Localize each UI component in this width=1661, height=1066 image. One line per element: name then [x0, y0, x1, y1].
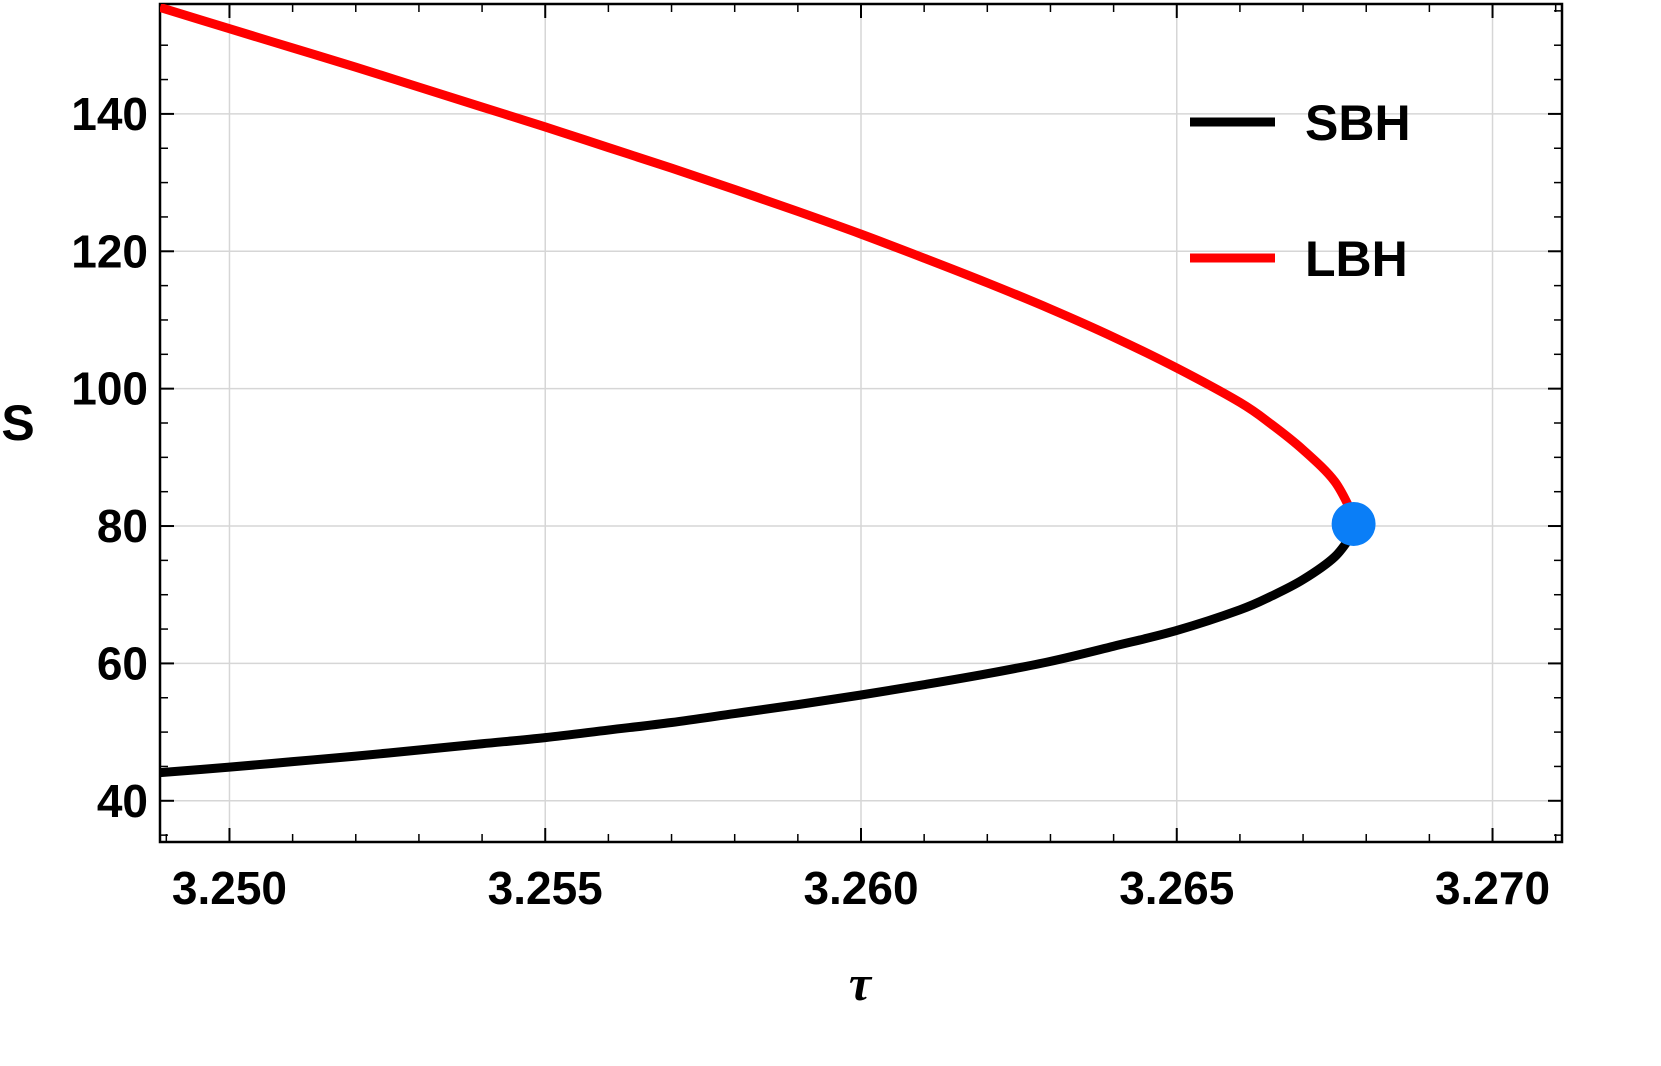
- series-line-sbh: [160, 529, 1358, 778]
- y-tick-label: 60: [97, 637, 148, 689]
- y-tick-label: 140: [71, 88, 148, 140]
- x-axis-tick-labels: 3.250 3.255 3.260 3.265 3.270: [172, 862, 1550, 914]
- x-tick-label: 3.260: [803, 862, 918, 914]
- critical-point-marker: [1331, 501, 1376, 546]
- x-tick-label: 3.250: [172, 862, 287, 914]
- y-tick-label: 40: [97, 775, 148, 827]
- y-axis-title: S: [1, 395, 34, 451]
- grid-lines: [160, 4, 1562, 842]
- x-tick-label: 3.255: [488, 862, 603, 914]
- x-axis-title: τ: [849, 955, 873, 1011]
- legend-label-sbh: SBH: [1305, 95, 1411, 151]
- x-tick-label: 3.270: [1435, 862, 1550, 914]
- series-line-lbh: [160, 4, 1358, 519]
- y-tick-label: 120: [71, 225, 148, 277]
- y-tick-label: 100: [71, 363, 148, 415]
- series-layer: [160, 4, 1358, 778]
- y-axis-tick-labels: 40 60 80 100 120 140: [71, 88, 148, 827]
- legend: SBH LBH: [1190, 95, 1411, 287]
- y-tick-label: 80: [97, 500, 148, 552]
- legend-label-lbh: LBH: [1305, 231, 1408, 287]
- x-tick-label: 3.265: [1119, 862, 1234, 914]
- axis-ticks: [160, 4, 1562, 842]
